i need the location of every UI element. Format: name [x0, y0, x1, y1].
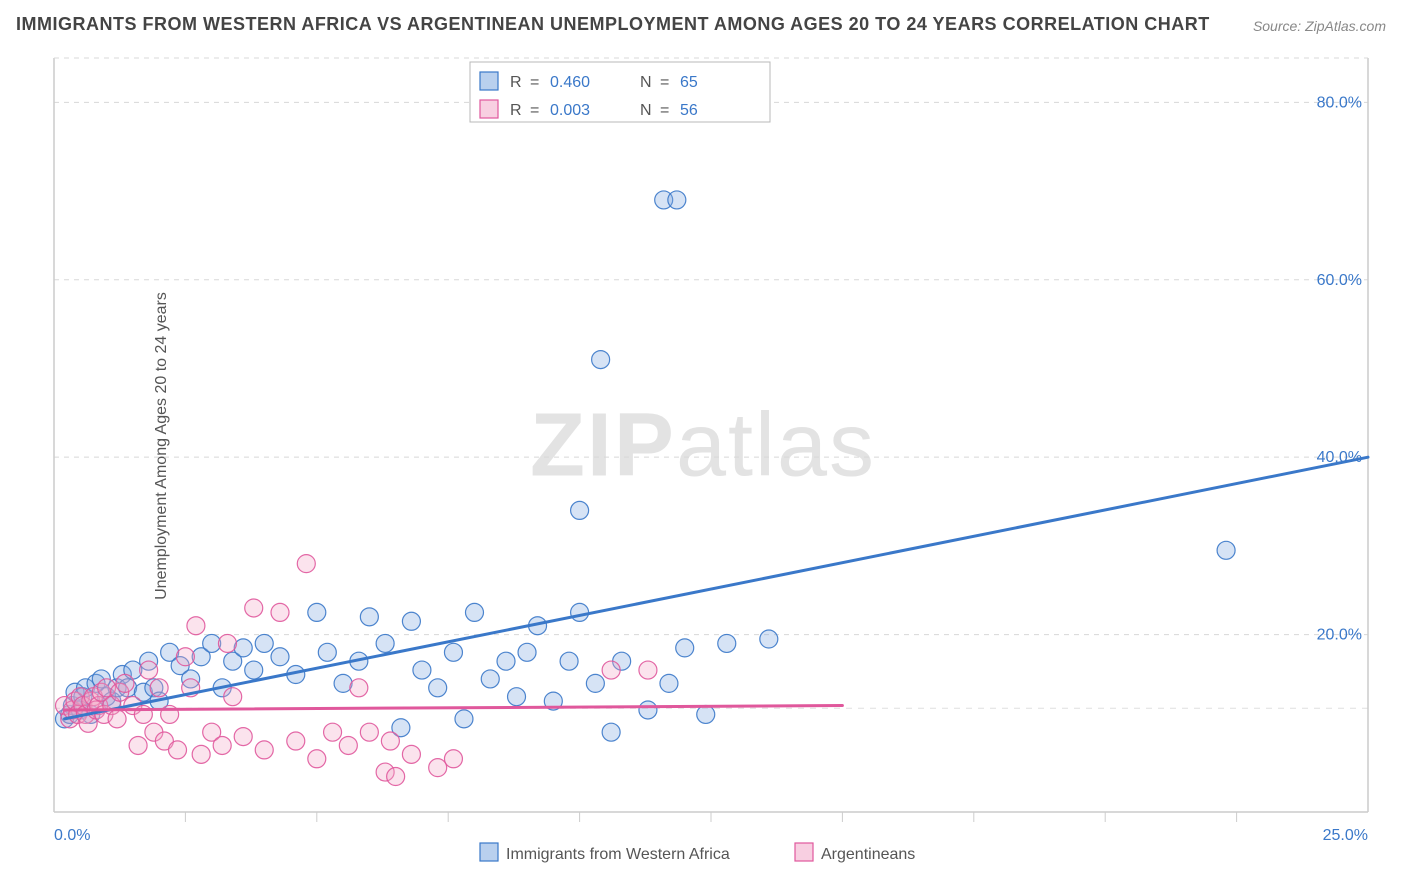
svg-text:Immigrants from Western Africa: Immigrants from Western Africa	[506, 846, 730, 863]
svg-text:60.0%: 60.0%	[1317, 272, 1362, 289]
svg-text:=: =	[660, 74, 669, 91]
svg-text:N: N	[640, 102, 652, 119]
svg-text:56: 56	[680, 102, 698, 119]
svg-text:65: 65	[680, 74, 698, 91]
svg-text:N: N	[640, 74, 652, 91]
svg-text:=: =	[530, 74, 539, 91]
svg-text:=: =	[530, 102, 539, 119]
svg-text:25.0%: 25.0%	[1323, 827, 1368, 844]
svg-text:R: R	[510, 102, 522, 119]
svg-text:0.460: 0.460	[550, 74, 590, 91]
svg-text:=: =	[660, 102, 669, 119]
svg-text:80.0%: 80.0%	[1317, 94, 1362, 111]
svg-text:20.0%: 20.0%	[1317, 627, 1362, 644]
svg-text:0.003: 0.003	[550, 102, 590, 119]
correlation-scatter-chart: 0.0%25.0%20.0%40.0%60.0%80.0%R=0.460N=65…	[0, 0, 1406, 892]
svg-text:0.0%: 0.0%	[54, 827, 90, 844]
svg-text:Argentineans: Argentineans	[821, 846, 915, 863]
svg-text:R: R	[510, 74, 522, 91]
